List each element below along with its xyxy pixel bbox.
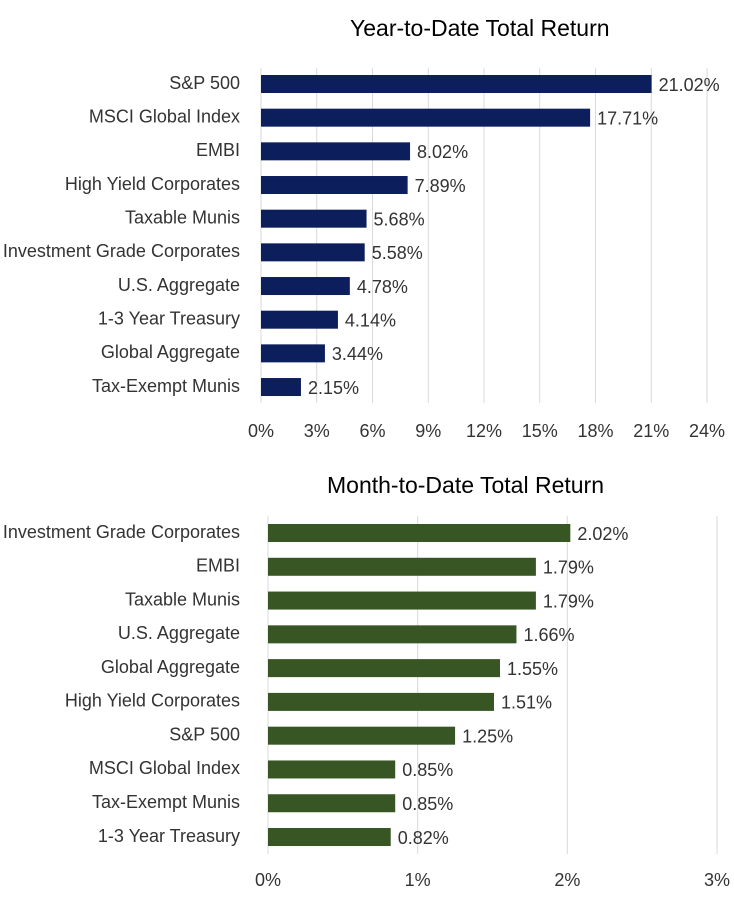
data-label: 3.44% (332, 344, 383, 364)
category-label: Tax-Exempt Munis (92, 792, 240, 812)
bar (261, 277, 350, 296)
mtd-bar-chart: Investment Grade Corporates 2.02% EMBI 1.79… (3, 516, 730, 890)
bar (268, 794, 396, 813)
category-label: High Yield Corporates (65, 174, 240, 194)
bar (268, 524, 571, 542)
category-label: U.S. Aggregate (118, 275, 240, 295)
data-label: 1.79% (543, 558, 594, 578)
x-tick-label: 12% (466, 421, 502, 441)
chart-title: Month-to-Date Total Return (327, 472, 604, 498)
data-label: 5.68% (374, 209, 425, 229)
data-label: 1.51% (501, 693, 552, 713)
category-label: EMBI (196, 556, 240, 576)
data-label: 1.55% (507, 659, 558, 679)
data-label: 0.82% (398, 828, 449, 848)
category-label: 1-3 Year Treasury (98, 826, 240, 846)
bar (268, 726, 456, 745)
category-label: High Yield Corporates (65, 691, 240, 711)
bar (268, 760, 396, 779)
bar (261, 209, 367, 228)
category-label: Taxable Munis (125, 207, 240, 227)
category-label: Global Aggregate (101, 657, 240, 677)
data-label: 2.02% (577, 524, 628, 544)
bar (261, 75, 652, 93)
bar (261, 344, 325, 363)
data-label: 5.58% (372, 243, 423, 263)
bar (268, 692, 494, 711)
bar (261, 108, 591, 127)
data-label: 4.14% (345, 310, 396, 330)
bar (261, 142, 411, 161)
data-label: 17.71% (597, 108, 658, 128)
x-tick-label: 15% (522, 421, 558, 441)
category-label: S&P 500 (169, 724, 240, 744)
category-label: S&P 500 (169, 73, 240, 93)
category-label: 1-3 Year Treasury (98, 308, 240, 328)
x-tick-label: 3% (304, 421, 330, 441)
category-label: Taxable Munis (125, 589, 240, 609)
bar (268, 557, 536, 576)
bar (261, 310, 338, 329)
category-label: Investment Grade Corporates (3, 522, 240, 542)
data-label: 8.02% (417, 142, 468, 162)
x-tick-label: 1% (405, 870, 431, 890)
ytd-chart: Year-to-Date Total Return S&P 500 21.02% M… (0, 0, 734, 450)
bar (268, 625, 517, 644)
category-label: Tax-Exempt Munis (92, 376, 240, 396)
mtd-chart: Month-to-Date Total Return Investment Gr… (0, 450, 734, 905)
data-label: 21.02% (659, 75, 720, 95)
data-label: 1.79% (543, 591, 594, 611)
x-tick-label: 9% (415, 421, 441, 441)
x-tick-label: 24% (689, 421, 725, 441)
category-label: Investment Grade Corporates (3, 241, 240, 261)
data-label: 0.85% (402, 794, 453, 814)
data-label: 0.85% (402, 760, 453, 780)
ytd-bar-chart: S&P 500 21.02% MSCI Global Index 17.71% EMBI… (3, 68, 725, 441)
bar (261, 243, 365, 262)
x-tick-label: 0% (248, 421, 274, 441)
x-tick-label: 3% (704, 870, 730, 890)
bar (261, 378, 301, 397)
chart-title: Year-to-Date Total Return (350, 15, 610, 41)
category-label: MSCI Global Index (89, 758, 240, 778)
data-label: 1.66% (523, 625, 574, 645)
category-label: MSCI Global Index (89, 106, 240, 126)
x-tick-label: 18% (577, 421, 613, 441)
bar (261, 176, 408, 195)
data-label: 2.15% (308, 378, 359, 398)
bar (268, 828, 391, 847)
category-label: Global Aggregate (101, 342, 240, 362)
x-tick-label: 0% (255, 870, 281, 890)
x-tick-label: 21% (633, 421, 669, 441)
x-tick-label: 2% (554, 870, 580, 890)
data-label: 4.78% (357, 277, 408, 297)
data-label: 7.89% (415, 176, 466, 196)
bar (268, 659, 500, 678)
category-label: EMBI (196, 140, 240, 160)
x-tick-label: 6% (359, 421, 385, 441)
bar (268, 591, 536, 610)
category-label: U.S. Aggregate (118, 623, 240, 643)
data-label: 1.25% (462, 726, 513, 746)
